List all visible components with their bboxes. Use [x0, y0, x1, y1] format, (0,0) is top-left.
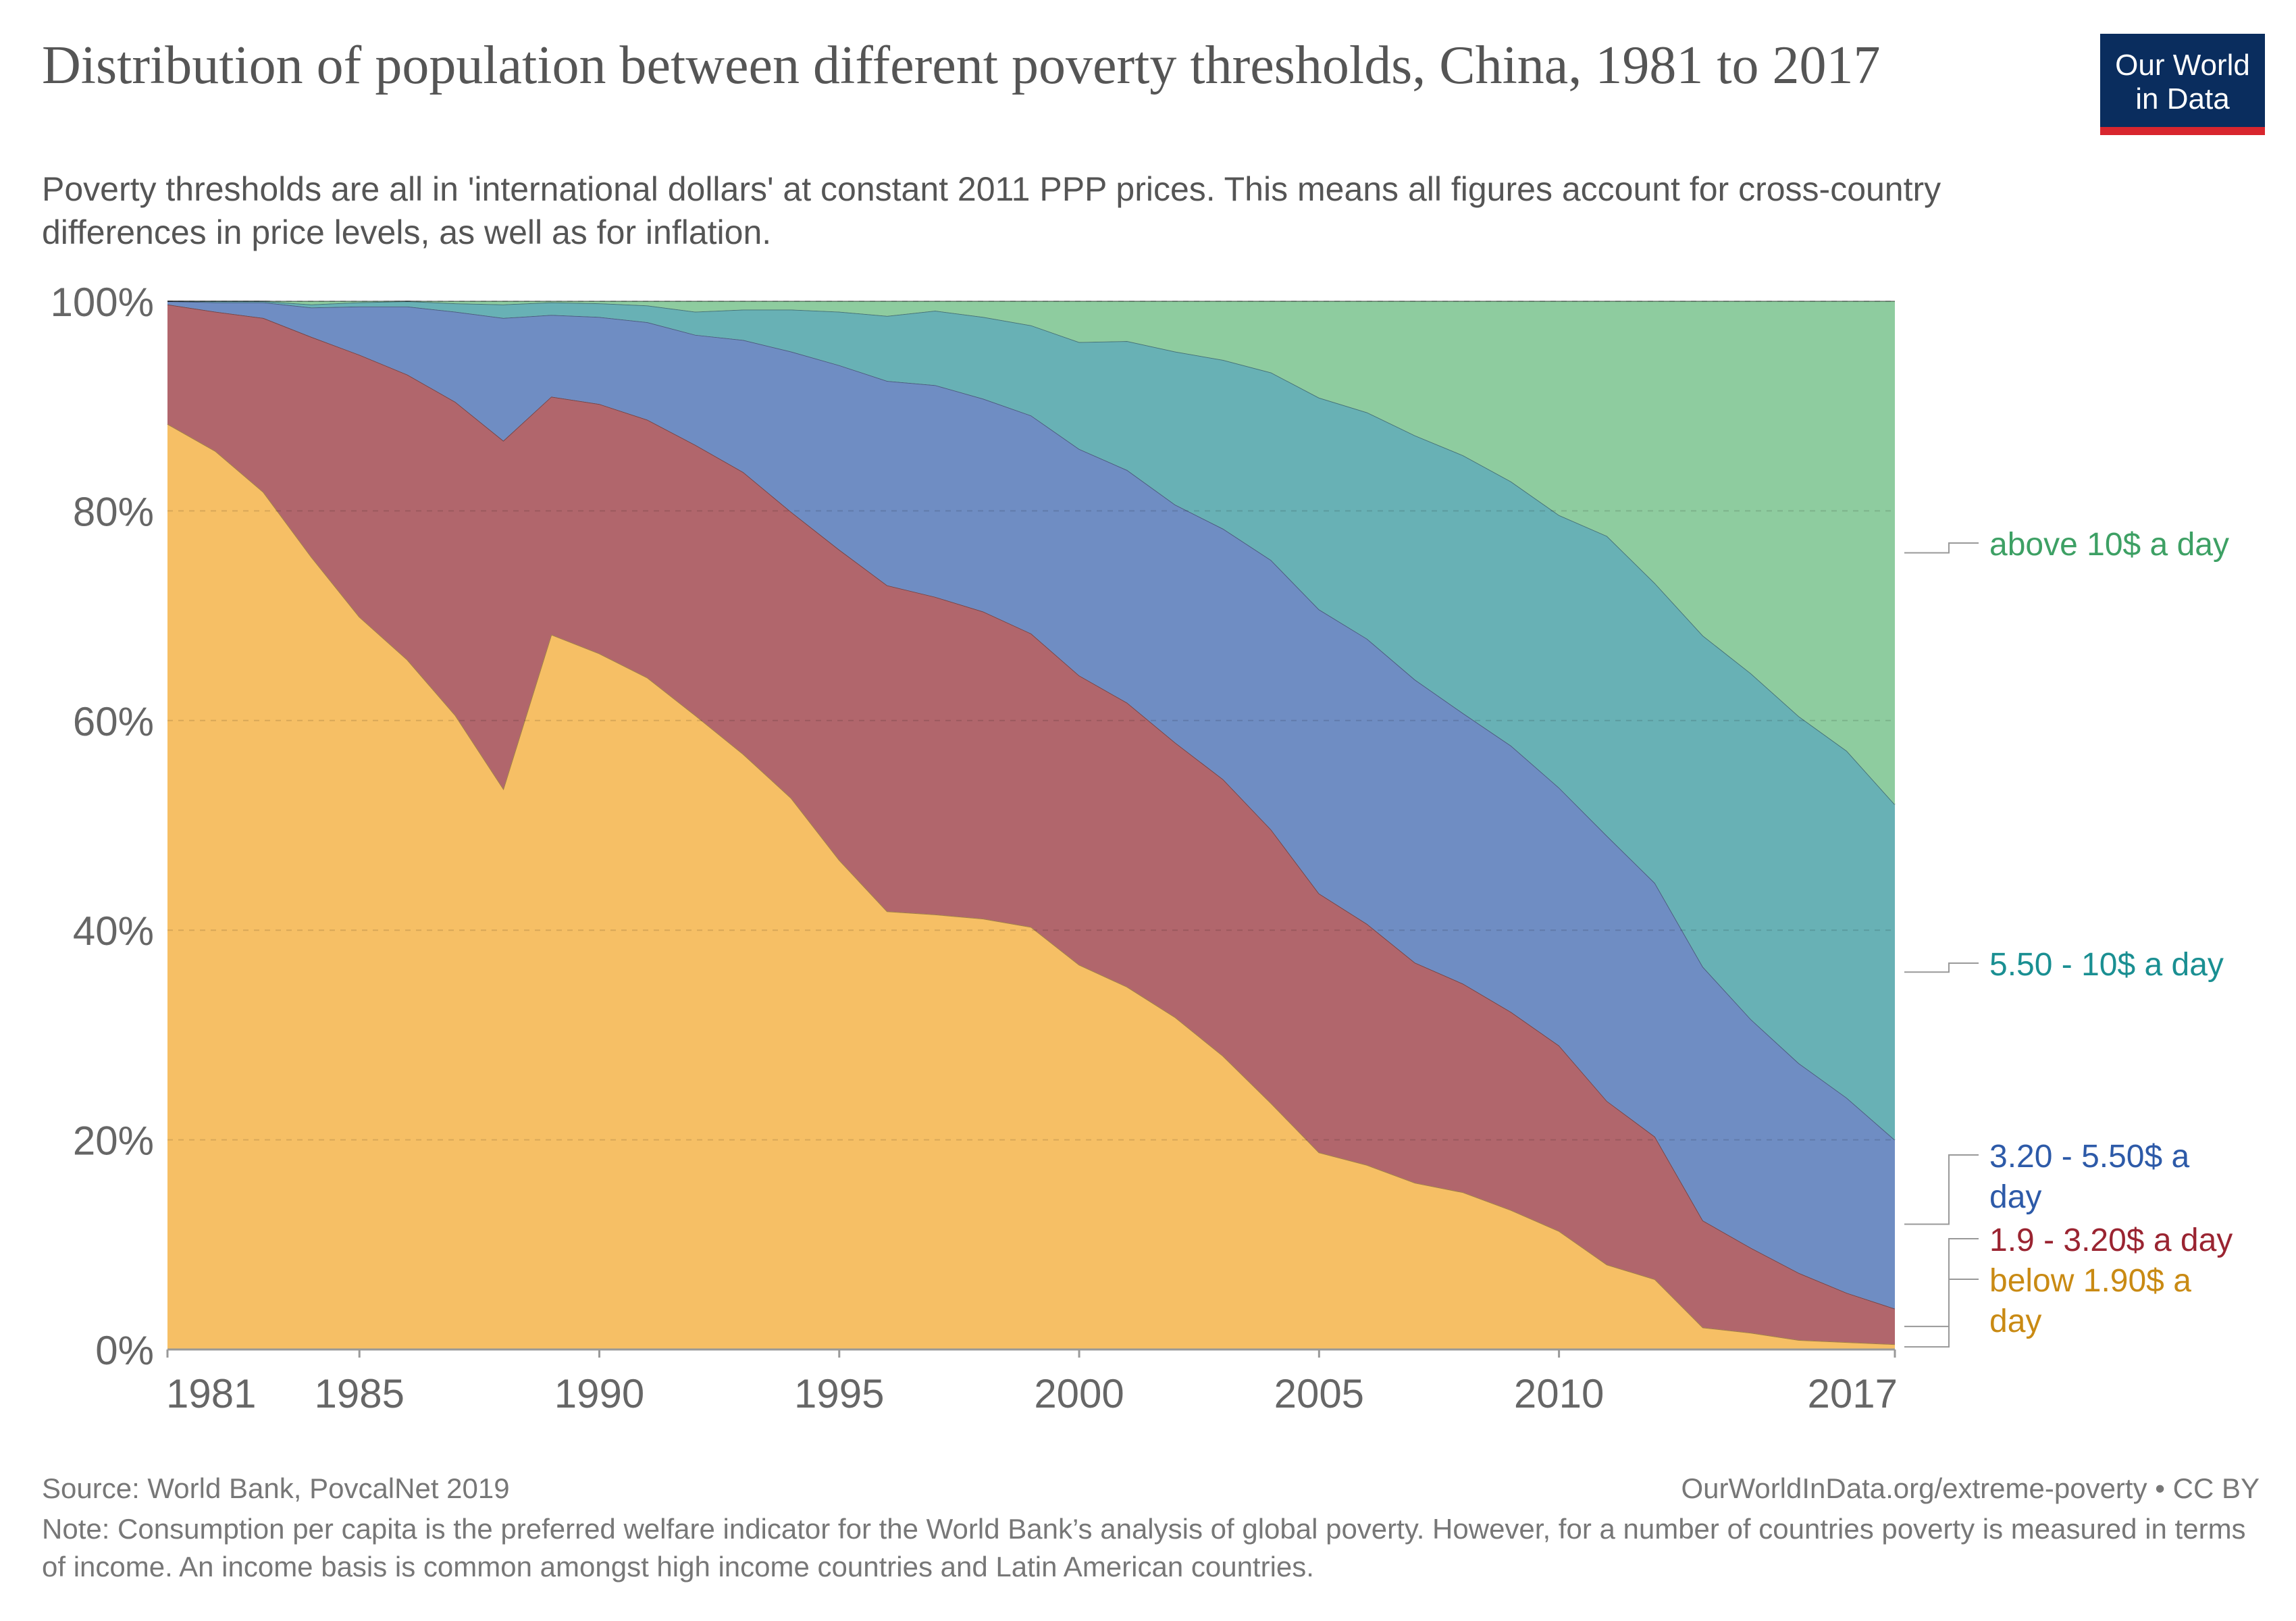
series-label-line: day [1989, 1304, 2041, 1339]
series-label-line: day [1989, 1179, 2041, 1215]
y-tick-label: 0% [95, 1328, 154, 1373]
area-0 [167, 423, 1895, 1349]
footnote: Note: Consumption per capita is the pref… [42, 1513, 2246, 1583]
axes: 0% 20% 40% 60% 80% 100% 1981 1985 1990 1995 2000 20… [51, 280, 1898, 1416]
area-series [167, 300, 1896, 1349]
area-2 [167, 301, 1895, 1309]
area-4 [167, 301, 1895, 804]
x-tick-label: 2010 [1514, 1371, 1604, 1416]
series-label-0: below 1.90$ a day [1989, 1263, 2191, 1339]
chart-title: Distribution of population between diffe… [42, 36, 1881, 95]
series-label-line: 1.9 - 3.20$ a day [1989, 1223, 2233, 1258]
series-labels: below 1.90$ a day 1.9 - 3.20$ a day 3.20 - … [1904, 527, 2233, 1348]
series-label-2: 3.20 - 5.50$ a day [1989, 1139, 2190, 1215]
label-connector-1 [1904, 1238, 1979, 1327]
logo-line-2: in Data [2135, 82, 2230, 115]
x-tick-label: 1990 [554, 1371, 644, 1416]
x-tick-label: 2017 [1808, 1371, 1898, 1416]
series-label-line: 5.50 - 10$ a day [1989, 947, 2224, 983]
x-tick-label: 1995 [794, 1371, 884, 1416]
series-label-3: 5.50 - 10$ a day [1989, 947, 2224, 983]
series-label-4: above 10$ a day [1989, 527, 2229, 563]
label-connector-0 [1904, 1279, 1979, 1348]
owid-logo[interactable]: Our World in Data [2100, 34, 2265, 135]
x-tick-label: 1981 [166, 1371, 256, 1416]
y-tick-label: 100% [51, 280, 154, 325]
y-tick-label: 60% [73, 699, 154, 744]
area-3 [167, 301, 1895, 1140]
series-label-line: below 1.90$ a [1989, 1263, 2191, 1299]
y-tick-label: 80% [73, 489, 154, 534]
x-tick-label: 2005 [1274, 1371, 1364, 1416]
series-label-line: 3.20 - 5.50$ a [1989, 1139, 2190, 1175]
label-connector-4 [1904, 542, 1979, 554]
series-label-line: above 10$ a day [1989, 527, 2229, 563]
area-1 [167, 304, 1895, 1345]
y-tick-label: 40% [73, 908, 154, 954]
x-tick-label: 2000 [1034, 1371, 1124, 1416]
logo-accent-bar [2100, 127, 2265, 135]
source-link[interactable]: OurWorldInData.org/extreme-poverty • CC … [1681, 1472, 2260, 1504]
series-label-1: 1.9 - 3.20$ a day [1989, 1223, 2233, 1258]
logo-line-1: Our World [2115, 49, 2250, 82]
y-tick-label: 20% [73, 1118, 154, 1164]
label-connector-2 [1904, 1154, 1979, 1225]
label-connector-3 [1904, 962, 1979, 973]
x-tick-label: 1985 [314, 1371, 404, 1416]
chart-subtitle: Poverty thresholds are all in 'internati… [42, 170, 1941, 251]
source-text: Source: World Bank, PovcalNet 2019 [42, 1472, 510, 1504]
